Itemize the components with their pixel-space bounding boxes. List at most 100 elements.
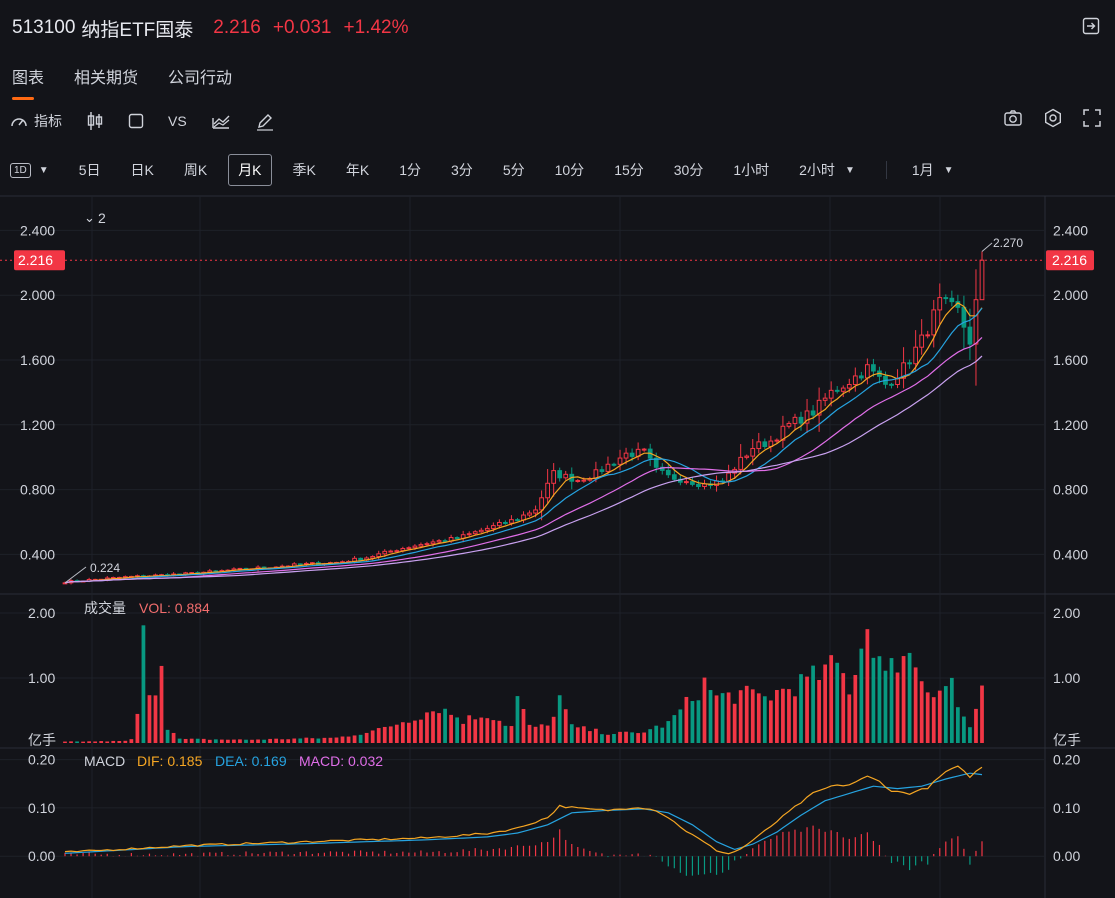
range-selector[interactable]: 1月 ▼ xyxy=(903,155,963,185)
candle-body xyxy=(696,483,701,487)
period-2hour[interactable]: 2小时 ▼ xyxy=(790,155,864,185)
y-tick-label-left: 0.800 xyxy=(20,482,55,498)
volume-tick-label-right: 亿手 xyxy=(1053,732,1081,748)
compare-button[interactable]: VS xyxy=(168,113,187,129)
candle-body xyxy=(563,473,569,479)
volume-bar xyxy=(847,694,852,743)
candlestick-icon[interactable] xyxy=(86,111,104,131)
volume-bar xyxy=(407,722,411,743)
volume-bar xyxy=(684,696,689,743)
period-5min[interactable]: 5分 xyxy=(502,162,525,178)
tab-related-futures[interactable]: 相关期货 xyxy=(74,70,139,87)
period-yearly[interactable]: 年K xyxy=(345,162,370,178)
volume-bar xyxy=(63,741,67,743)
candle-body xyxy=(370,555,376,559)
candle-body xyxy=(418,544,424,547)
volume-bar xyxy=(256,739,260,743)
volume-bar xyxy=(702,677,707,743)
period-3min[interactable]: 3分 xyxy=(451,162,473,178)
volume-bar xyxy=(171,732,176,743)
volume-bar xyxy=(364,732,369,743)
period-bar: 1D ▼ 5日 日K 周K 月K 季K 年K 1分 3分 5分 10分 15分 … xyxy=(10,154,975,186)
volume-bar xyxy=(636,733,640,743)
compare-icon[interactable] xyxy=(211,112,231,130)
volume-bar xyxy=(159,665,164,743)
y-tick-label-left: 1.600 xyxy=(20,352,55,368)
volume-bar xyxy=(352,735,357,743)
candle-body xyxy=(931,309,937,336)
candle-body xyxy=(919,334,925,348)
volume-bar xyxy=(913,667,918,743)
ma20-line xyxy=(64,336,983,584)
chart-labels: 2.216 2.216 2.270 0.224 ⌄ 2 成交量 VOL: 0.884 MACD D… xyxy=(0,210,1094,769)
exit-icon[interactable] xyxy=(1081,16,1101,36)
candle-body xyxy=(412,545,418,549)
volume-bar xyxy=(232,739,236,743)
candle-body xyxy=(858,375,864,379)
candle-body xyxy=(738,456,744,470)
volume-bar xyxy=(425,712,429,743)
volume-bar xyxy=(81,741,85,743)
fullscreen-icon[interactable] xyxy=(1083,108,1101,128)
volume-bar xyxy=(358,734,363,743)
volume-bar xyxy=(606,734,610,743)
volume-bar xyxy=(521,708,526,743)
candle-body xyxy=(937,297,943,311)
candle-body xyxy=(509,519,514,524)
y-tick-label-left: 1.200 xyxy=(20,417,55,433)
interval-selector[interactable]: 1D ▼ xyxy=(10,158,58,183)
period-5d[interactable]: 5日 xyxy=(78,162,101,178)
period-weekly[interactable]: 周K xyxy=(183,162,208,178)
volume-bar xyxy=(479,717,484,743)
macd-tick-label-left: 0.20 xyxy=(28,752,55,768)
macd-value-label: MACD: 0.032 xyxy=(299,753,383,769)
period-daily[interactable]: 日K xyxy=(130,162,154,178)
gauge-icon xyxy=(10,113,28,129)
volume-bar xyxy=(630,732,634,743)
candle-body xyxy=(762,441,768,447)
volume-bar xyxy=(901,656,906,743)
period-15min[interactable]: 15分 xyxy=(614,162,644,178)
volume-bar xyxy=(400,722,405,743)
volume-bar xyxy=(129,739,134,743)
camera-icon[interactable] xyxy=(1003,108,1023,128)
candle-body xyxy=(551,470,557,484)
gear-icon[interactable] xyxy=(1043,108,1063,128)
tab-corporate-actions[interactable]: 公司行动 xyxy=(168,70,233,87)
volume-bar xyxy=(99,741,104,743)
volume-bar xyxy=(823,664,828,743)
price-change-pct: +1.42% xyxy=(343,17,409,38)
volume-bar xyxy=(624,731,628,743)
high-leader-line xyxy=(981,242,993,252)
volume-bar xyxy=(949,677,954,743)
candle-body xyxy=(496,521,502,527)
volume-bar xyxy=(117,740,122,743)
tab-chart[interactable]: 图表 xyxy=(12,64,44,100)
volume-bar xyxy=(775,690,779,743)
square-icon[interactable] xyxy=(128,113,144,129)
volume-bar xyxy=(419,719,423,743)
candle-body xyxy=(466,533,472,536)
period-1hour[interactable]: 1小时 xyxy=(733,162,770,178)
period-1min[interactable]: 1分 xyxy=(399,162,422,178)
candle-body xyxy=(533,509,538,514)
indicator-button[interactable]: 指标 xyxy=(10,111,62,131)
symbol-header: 513100 纳指ETF国泰 2.216 +0.031 +1.42% xyxy=(12,14,408,42)
period-30min[interactable]: 30分 xyxy=(673,162,704,178)
volume-bar xyxy=(690,701,695,743)
candle-body xyxy=(973,299,979,345)
draw-icon[interactable] xyxy=(255,111,275,131)
period-monthly[interactable]: 月K xyxy=(228,154,272,186)
y-tick-label-left: 2.000 xyxy=(20,287,55,303)
candle-body xyxy=(394,550,400,553)
last-price-label-left: 2.216 xyxy=(18,252,53,268)
candle-body xyxy=(684,481,689,484)
period-10min[interactable]: 10分 xyxy=(554,162,585,178)
volume-bar xyxy=(545,725,550,743)
candle-body xyxy=(436,540,442,543)
chevron-down-icon: ▼ xyxy=(38,164,49,176)
period-quarterly[interactable]: 季K xyxy=(292,162,316,178)
volume-bar xyxy=(93,741,98,743)
volume-bar xyxy=(829,655,834,743)
